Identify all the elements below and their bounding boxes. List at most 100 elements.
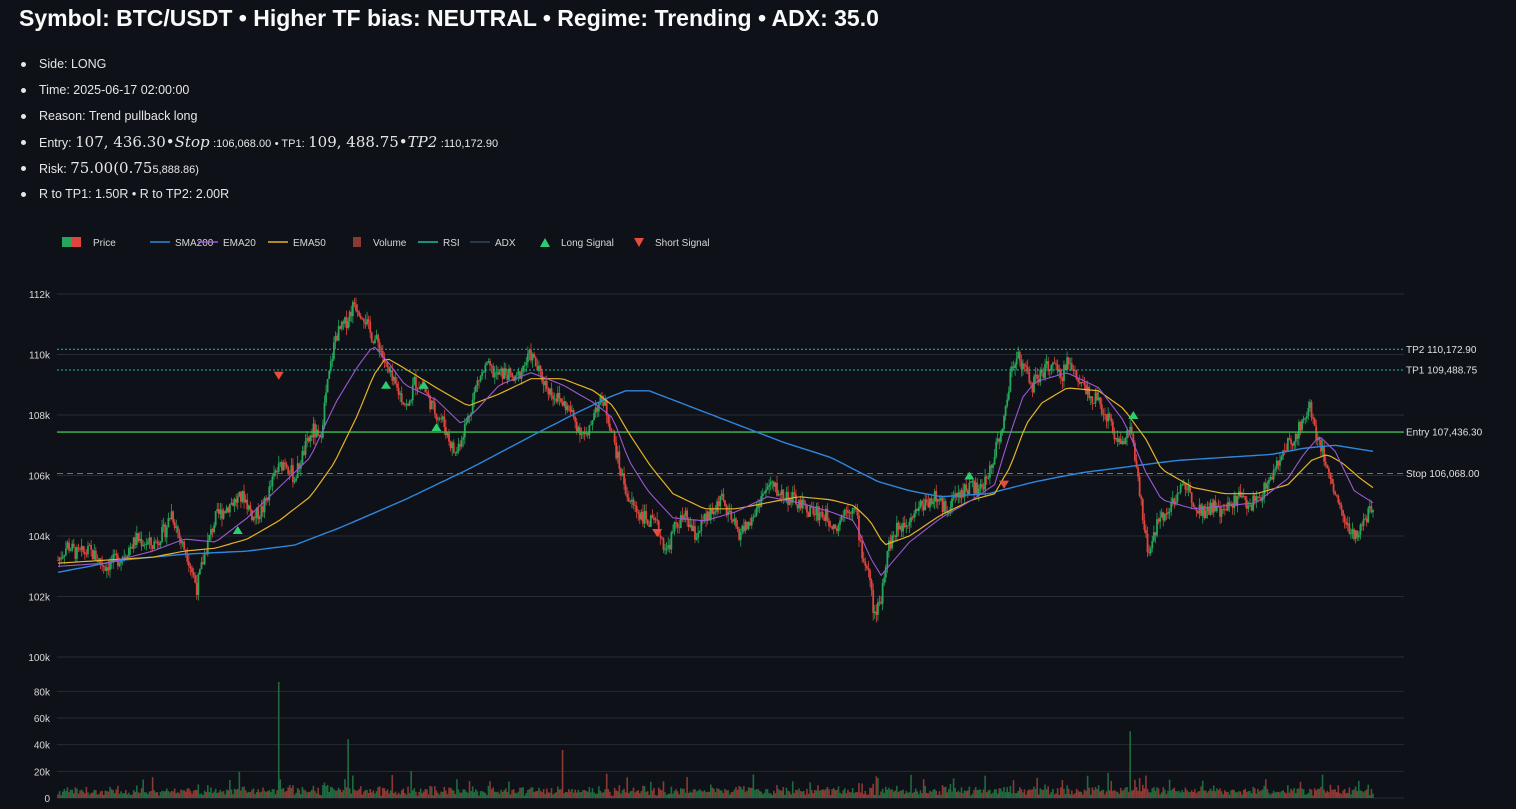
volume-bar: [743, 786, 745, 798]
legend-item-ema50[interactable]: EMA50: [268, 238, 326, 249]
candle-body: [660, 537, 663, 539]
candle-body: [944, 501, 947, 512]
candle-body: [474, 385, 477, 392]
volume-bar: [344, 779, 346, 798]
candle-body: [1152, 532, 1155, 541]
legend-item-short-signal[interactable]: Short Signal: [634, 238, 709, 249]
candle-body: [793, 492, 796, 495]
candle-body: [348, 311, 351, 322]
candle-body: [640, 512, 643, 520]
volume-bar: [533, 792, 535, 798]
candle-body: [911, 517, 914, 518]
candle-body: [1171, 498, 1174, 503]
candle-body: [678, 527, 681, 529]
volume-bar: [1280, 791, 1283, 798]
volume-tick-label: 40k: [34, 741, 51, 752]
volume-bar: [773, 790, 775, 798]
volume-bar: [1299, 781, 1302, 798]
volume-bar: [399, 794, 401, 798]
candle-body: [1116, 437, 1119, 443]
volume-bar: [859, 792, 862, 798]
volume-bar: [965, 791, 968, 798]
candle-body: [515, 374, 518, 376]
candle-body: [613, 431, 616, 443]
volume-bar: [700, 790, 703, 798]
candle-body: [1110, 417, 1113, 422]
candle-body: [178, 532, 181, 539]
volume-bar: [878, 795, 881, 798]
candle-body: [427, 392, 430, 396]
volume-bar: [145, 792, 148, 798]
volume-bar: [1162, 787, 1165, 798]
volume-bar: [421, 793, 424, 798]
legend-item-price[interactable]: Price: [62, 237, 116, 249]
volume-bar: [1217, 790, 1220, 798]
volume-bar: [785, 787, 788, 798]
candle-body: [843, 509, 846, 516]
volume-bar: [618, 785, 621, 798]
volume-bar: [930, 791, 933, 798]
legend-item-volume[interactable]: Volume: [353, 237, 407, 249]
candle-body: [490, 365, 493, 367]
volume-bar: [1044, 784, 1046, 798]
volume-bar: [875, 776, 878, 798]
volume-bar: [184, 791, 187, 798]
volume-tick-label: 60k: [34, 714, 51, 725]
candle-body: [563, 401, 566, 406]
volume-bar: [911, 793, 914, 798]
risk-value: 75.00(0.75: [70, 159, 153, 177]
legend-item-ema20[interactable]: EMA20: [198, 238, 256, 249]
volume-bar: [905, 790, 908, 798]
candle-body: [350, 311, 353, 317]
legend-item-adx[interactable]: ADX: [470, 238, 516, 249]
volume-bar: [273, 789, 275, 798]
candle-body: [713, 511, 715, 514]
volume-bar: [1277, 791, 1280, 798]
volume-bar: [287, 787, 290, 798]
volume-bar: [1085, 790, 1087, 798]
candle-body: [877, 602, 879, 615]
candle-body: [914, 508, 917, 514]
candle-body: [895, 522, 898, 538]
volume-bar: [1334, 789, 1336, 798]
candle-body: [1099, 397, 1102, 405]
candle-body: [590, 424, 592, 426]
volume-bar: [266, 791, 269, 798]
candle-body: [265, 497, 268, 499]
candle-body: [725, 506, 728, 516]
volume-bar: [758, 790, 761, 798]
legend-item-sma200[interactable]: SMA200: [150, 238, 214, 249]
volume-bar: [1134, 779, 1136, 798]
price-chart[interactable]: Price SMA200 EMA20 EMA50 Volume RSI ADX Long Si…: [0, 225, 1516, 809]
candle-body: [746, 521, 748, 529]
volume-bar: [1000, 788, 1002, 798]
candle-body: [651, 515, 654, 519]
volume-bar: [560, 789, 562, 798]
candle-body: [802, 499, 805, 504]
legend-item-long-signal[interactable]: Long Signal: [540, 238, 614, 249]
volume-bar: [169, 792, 171, 798]
legend-item-rsi[interactable]: RSI: [418, 238, 460, 249]
candle-body: [538, 365, 540, 371]
candle-body: [788, 498, 791, 505]
candle-body: [370, 332, 373, 342]
volume-bar: [1034, 788, 1037, 798]
volume-bar: [448, 787, 450, 798]
chart-legend[interactable]: Price SMA200 EMA20 EMA50 Volume RSI ADX Long Si…: [62, 237, 709, 249]
candle-body: [189, 566, 192, 569]
volume-bar: [1222, 794, 1225, 798]
volume-bar: [492, 787, 494, 798]
candle-body: [1067, 357, 1070, 365]
candle-body: [925, 499, 928, 503]
volume-bar: [656, 795, 658, 798]
candle-body: [1097, 397, 1100, 400]
volume-bar: [251, 789, 253, 798]
candle-body: [1307, 407, 1310, 417]
volume-bar: [1216, 788, 1218, 798]
volume-bar: [1130, 790, 1133, 798]
volume-bar: [862, 793, 865, 798]
candle-body: [83, 551, 86, 554]
candle-body: [1189, 485, 1191, 493]
candle-body: [1089, 396, 1092, 399]
volume-bar: [899, 790, 901, 798]
